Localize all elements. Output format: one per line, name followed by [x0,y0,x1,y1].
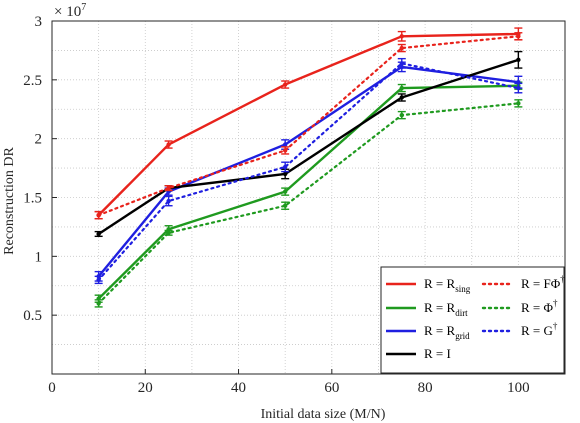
data-point [516,85,521,91]
legend-label: R = Rdirt [424,300,468,318]
legend-label-main: R = R [424,276,456,291]
data-point [516,57,521,63]
y-tick-label: 3 [35,14,43,30]
legend-entry-4: R = FΦ† [481,274,565,291]
data-point [399,45,404,51]
y-tick-label: 2.5 [23,73,42,89]
data-point [282,189,288,194]
x-tick-label: 100 [507,380,530,396]
legend-entry-1: R = Rdirt [386,300,468,318]
legend-label-subscript: sing [455,284,471,294]
legend-label: R = Rgrid [424,323,470,341]
data-point [166,185,171,191]
series-5 [94,99,523,308]
legend-label-main: R = Φ [521,300,554,315]
legend-label-main: R = I [424,346,451,361]
data-point [96,231,101,237]
data-point [399,61,404,66]
y-multiplier-base: × 10 [54,4,81,20]
data-point [282,203,288,208]
data-point [166,142,171,147]
axis-ticks: 0 20 40 60 80 100 0.5 1 1.5 2 2.5 3 [23,14,529,396]
data-point [399,85,404,91]
data-point [282,171,288,177]
data-point [282,142,288,147]
legend-label-subscript: grid [455,331,470,341]
data-point [282,164,288,170]
data-point [282,148,288,153]
x-tick-label: 0 [48,380,56,396]
legend-entry-2: R = Rgrid [386,323,470,341]
legend-label-main: R = R [424,323,456,338]
legend-label-main: R = R [424,300,456,315]
legend-label: R = Rsing [424,276,471,294]
x-axis-label: Initial data size (M/N) [261,407,386,422]
data-point [96,301,101,306]
legend-label: R = G† [521,321,558,338]
x-tick-label: 40 [231,380,246,396]
legend-label-superscript: † [553,321,558,331]
legend-label-subscript: dirt [455,308,468,318]
x-tick-label: 60 [324,380,339,396]
data-point [96,277,101,283]
x-tick-label: 80 [418,380,433,396]
data-point [166,230,171,235]
y-tick-label: 0.5 [23,308,42,324]
data-point [516,34,521,39]
legend-entry-3: R = I [386,346,451,361]
y-tick-label: 1.5 [23,191,42,207]
legend-label-main: R = FΦ [521,276,561,291]
y-multiplier: × 107 [54,2,86,20]
legend-entry-0: R = Rsing [386,276,471,294]
data-point [399,95,404,100]
y-multiplier-exp: 7 [81,2,86,13]
data-point [96,212,101,218]
series-0 [94,27,523,220]
data-point [516,101,521,106]
y-tick-label: 2 [35,132,43,148]
legend-label-superscript: † [560,274,565,284]
data-point [399,112,404,118]
series-3 [94,50,523,238]
data-point [399,34,404,39]
y-axis-label: Reconstruction DR [2,146,17,254]
legend-entry-6: R = G† [481,321,558,338]
legend-label-main: R = G [521,323,553,338]
data-point [166,198,171,204]
legend-label: R = Φ† [521,298,558,315]
x-tick-label: 20 [138,380,153,396]
series-4 [94,32,523,220]
series-layer [94,27,523,308]
series-line [97,62,520,281]
legend-label: R = FΦ† [521,274,565,291]
series-6 [94,57,523,285]
legend-entry-5: R = Φ† [481,298,558,315]
y-tick-label: 1 [35,249,43,265]
legend-label-superscript: † [553,298,558,308]
legend-label: R = I [424,346,451,361]
data-point [282,82,288,87]
